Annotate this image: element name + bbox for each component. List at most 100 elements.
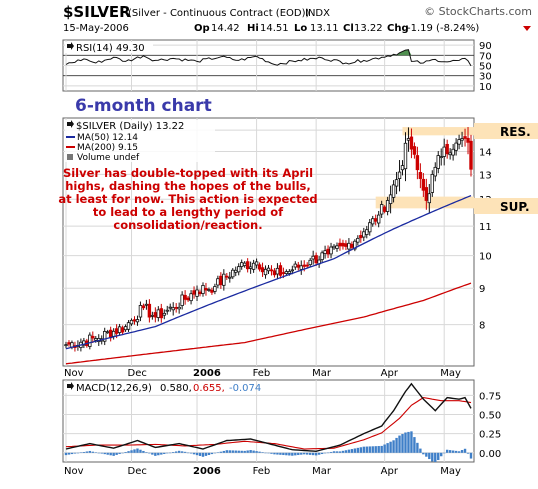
macd-histogram-bar xyxy=(139,449,142,453)
price-bar-body xyxy=(126,322,131,330)
macd-histogram-bar xyxy=(73,452,77,454)
price-bar-body xyxy=(409,136,414,150)
price-bar-body xyxy=(296,264,300,268)
macd-histogram-bar xyxy=(124,452,127,453)
macd-histogram-bar xyxy=(118,452,121,454)
macd-histogram-bar xyxy=(303,452,306,455)
price-bar-body xyxy=(278,265,283,276)
price-bar-body xyxy=(177,306,181,310)
price-legend-title: $SILVER (Daily) 13.22 xyxy=(76,121,184,132)
price-bar-body xyxy=(189,293,193,302)
macd-histogram-bar xyxy=(121,452,124,454)
macd-histogram-bar xyxy=(136,448,139,453)
price-bar-body xyxy=(275,267,280,275)
price-bar-body xyxy=(329,246,333,255)
price-bar-body xyxy=(385,200,390,212)
ma200-line xyxy=(65,282,472,365)
price-bar-body xyxy=(210,289,214,293)
price-bar-body xyxy=(234,269,238,273)
month-label: Mar xyxy=(312,466,332,477)
macd-histogram-bar xyxy=(148,452,151,454)
price-bar-body xyxy=(159,308,163,319)
month-label: Apr xyxy=(381,368,399,379)
price-bar-body xyxy=(305,264,309,267)
month-label: 2006 xyxy=(193,466,221,477)
macd-histogram-bar xyxy=(356,447,360,453)
price-bar-body xyxy=(195,289,199,297)
price-bar-body xyxy=(323,250,327,254)
price-bar-body xyxy=(299,265,303,270)
macd-histogram-bar xyxy=(294,452,297,456)
volume-legend-swatch xyxy=(67,154,73,160)
price-legend: $SILVER (Daily) 13.22 MA(50) 12.14 MA(20… xyxy=(65,120,215,163)
macd-histogram-bar xyxy=(142,450,145,453)
price-bar-body xyxy=(311,255,315,260)
macd-histogram-bar xyxy=(442,452,446,454)
macd-histogram-bar xyxy=(163,452,166,454)
price-bar-body xyxy=(171,307,175,311)
macd-histogram-bar xyxy=(469,452,473,459)
rsi-plot xyxy=(65,49,472,67)
macd-histogram-bar xyxy=(216,452,220,453)
price-bar-body xyxy=(174,306,178,309)
price-bar-body xyxy=(186,297,190,301)
price-bar-body xyxy=(156,309,161,318)
price-bar-body xyxy=(371,218,375,225)
macd-tick-label: 0.25 xyxy=(479,430,501,441)
price-tick-label: 8 xyxy=(479,321,485,332)
price-bar-body xyxy=(469,140,473,170)
price-bar-body xyxy=(415,155,420,171)
price-bar-body xyxy=(353,240,357,250)
macd-histogram-bar xyxy=(445,449,449,453)
macd-histogram-bar xyxy=(85,451,89,453)
price-bar-body xyxy=(406,138,411,141)
macd-histogram-bar xyxy=(344,450,348,453)
price-bar-body xyxy=(260,267,265,273)
macd-histogram-bar xyxy=(365,446,368,453)
rsi-legend-marker-icon xyxy=(67,42,74,50)
month-label: Dec xyxy=(128,466,147,477)
price-bar-body xyxy=(281,272,286,274)
price-bar-body xyxy=(457,139,461,145)
macd-histogram-bar xyxy=(267,452,270,454)
macd-histogram-bar xyxy=(103,452,106,455)
hist-legend-value: -0.074 xyxy=(229,383,261,394)
month-label: Mar xyxy=(312,368,332,379)
price-bar-body xyxy=(147,303,152,318)
macd-axis: 0.75 0.50 0.25 0.00 xyxy=(479,391,501,459)
rsi-legend-bg xyxy=(65,42,153,53)
macd-histogram-bar xyxy=(413,437,416,453)
macd-histogram-bar xyxy=(225,450,229,453)
price-bar-body xyxy=(64,344,68,347)
rsi-tick-label: 90 xyxy=(479,41,492,52)
month-label: Dec xyxy=(128,368,147,379)
macd-histogram-bar xyxy=(457,451,461,453)
macd-histogram-bar xyxy=(195,452,199,456)
high-value: 14.51 xyxy=(260,23,289,34)
support-resistance-bands xyxy=(375,127,474,209)
price-bar-body xyxy=(266,267,271,272)
rsi-tick-label: 10 xyxy=(479,82,492,93)
volume-legend: Volume undef xyxy=(77,153,140,163)
price-bar-body xyxy=(168,306,172,309)
macd-histogram-bar xyxy=(97,452,100,454)
price-bar-body xyxy=(308,259,312,266)
macd-histogram-bar xyxy=(255,451,258,453)
macd-histogram-bar xyxy=(359,447,363,453)
macd-x-axis: Nov Dec 2006 Feb Mar Apr May xyxy=(64,466,461,477)
macd-histogram-bar xyxy=(431,452,434,462)
macd-histogram-bar xyxy=(362,446,365,453)
macd-histogram-bar xyxy=(454,450,458,453)
macd-histogram-bar xyxy=(64,452,68,456)
support-label: SUP. xyxy=(500,200,530,214)
price-bar-body xyxy=(388,194,393,204)
macd-histogram-bar xyxy=(237,450,240,453)
price-bar-body xyxy=(272,270,277,276)
ma50-legend: MA(50) 12.14 xyxy=(77,133,138,143)
macd-histogram-bar xyxy=(389,441,392,453)
price-bar-body xyxy=(424,187,429,201)
macd-histogram-bar xyxy=(70,452,74,455)
price-bar-body xyxy=(320,252,324,261)
price-bar-body xyxy=(394,179,399,187)
